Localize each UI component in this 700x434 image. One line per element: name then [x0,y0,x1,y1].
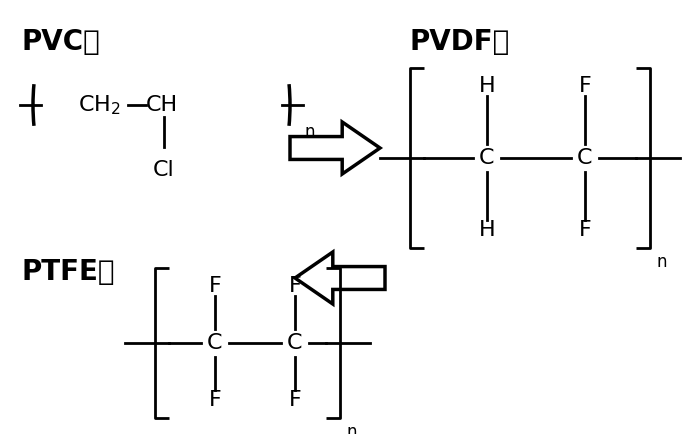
Polygon shape [295,252,385,304]
Text: F: F [209,390,221,410]
Text: C: C [578,148,593,168]
Text: F: F [579,76,592,96]
Text: C: C [480,148,495,168]
Text: C: C [207,333,223,353]
Text: Cl: Cl [153,160,175,180]
Text: H: H [479,76,496,96]
Text: H: H [479,220,496,240]
Text: CH: CH [146,95,178,115]
Text: PTFE：: PTFE： [22,258,116,286]
Polygon shape [290,122,380,174]
Text: n: n [346,423,356,434]
Text: F: F [209,276,221,296]
Text: F: F [288,276,302,296]
Text: n: n [656,253,666,271]
Text: CH$_2$: CH$_2$ [78,93,120,117]
Text: PVDF：: PVDF： [410,28,510,56]
Text: F: F [579,220,592,240]
Text: n: n [305,123,316,141]
Text: PVC：: PVC： [22,28,101,56]
Text: C: C [287,333,302,353]
Text: F: F [288,390,302,410]
